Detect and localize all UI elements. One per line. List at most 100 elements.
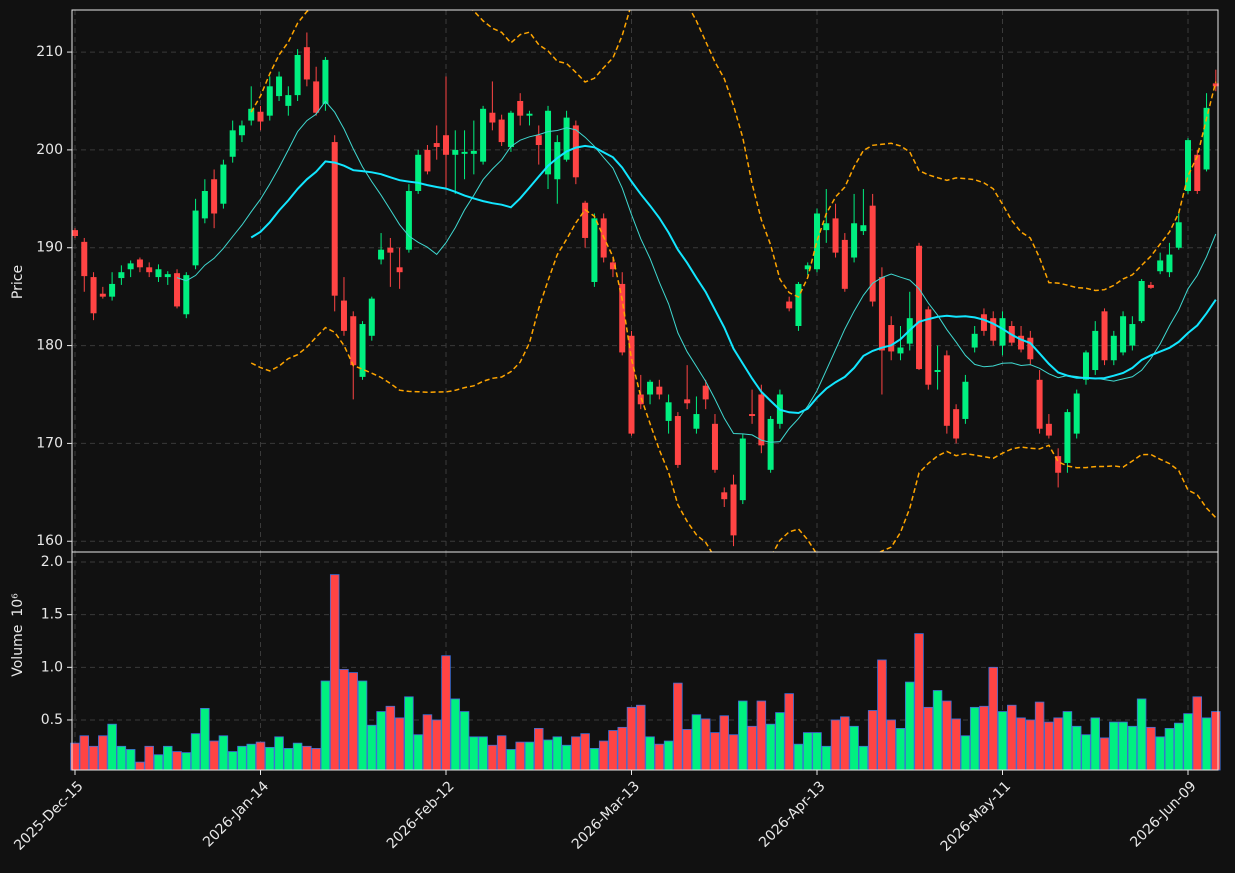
candle-body	[461, 151, 468, 154]
volume-bar	[404, 696, 414, 771]
volume-bar	[487, 744, 498, 771]
candle-body	[934, 370, 941, 372]
volume-bar	[1071, 725, 1082, 771]
volume-bar	[793, 743, 804, 771]
volume-bar	[200, 707, 210, 771]
candle-body	[814, 213, 820, 270]
volume-bar	[1025, 719, 1036, 771]
volume-bar	[450, 698, 461, 771]
volume-bar	[116, 745, 127, 771]
volume-bar	[951, 718, 961, 771]
candle-body	[266, 86, 273, 116]
volume-bar	[700, 718, 711, 771]
y-axis-label: Price	[10, 265, 26, 299]
volume-bar	[107, 723, 117, 771]
volume-bar	[265, 746, 275, 771]
volume-bar	[98, 735, 108, 771]
candle-body	[860, 225, 867, 232]
candle-body	[350, 316, 357, 366]
volume-bar	[710, 732, 720, 771]
volume-bar	[348, 672, 358, 771]
candle-body	[517, 100, 524, 116]
volume-bar	[1201, 717, 1212, 771]
candle-body	[730, 484, 737, 536]
volume-bar	[626, 706, 637, 771]
volume-label: Volume	[10, 625, 26, 677]
volume-bar	[1146, 726, 1156, 771]
volume-bar	[311, 748, 321, 771]
volume-bar	[1192, 696, 1203, 771]
candle-body	[1185, 140, 1191, 191]
candle-body	[869, 205, 876, 302]
volume-bar	[617, 726, 627, 771]
candle-body	[433, 143, 440, 147]
candle-body	[276, 76, 283, 97]
volume-bar	[357, 680, 368, 771]
volume-bar	[227, 751, 238, 771]
y-tick-label: 180	[36, 338, 63, 354]
x-tick-label: 2026-Mar-13	[569, 778, 643, 852]
candle-body	[563, 117, 570, 160]
volume-bar	[1053, 717, 1063, 771]
y-tick-label: 200	[36, 142, 63, 158]
candle-body	[1203, 107, 1210, 170]
candle-body	[127, 263, 134, 270]
volume-bar	[79, 735, 90, 771]
candle-body	[674, 416, 681, 465]
volume-bar	[246, 743, 256, 771]
candle-body	[257, 111, 264, 122]
volume-bar	[524, 741, 535, 771]
volume-bar	[830, 719, 841, 771]
volume-bar	[756, 700, 767, 771]
volume-bar	[1136, 698, 1147, 771]
volume-axis-label: Volume 10⁶	[10, 593, 26, 677]
volume-bar	[283, 748, 294, 771]
volume-bar	[376, 711, 386, 771]
volume-bar	[608, 730, 618, 771]
candle-body	[1018, 335, 1025, 350]
candle-body	[545, 110, 552, 175]
volume-bar	[478, 736, 488, 771]
moving-average	[250, 144, 1217, 415]
volume-bar	[329, 574, 340, 771]
volume-bar	[422, 714, 433, 771]
candle-body	[591, 218, 598, 282]
volume-bar	[747, 725, 757, 771]
candle-body	[331, 142, 338, 296]
candle-body	[396, 267, 403, 273]
volume-bar	[960, 735, 971, 771]
x-tick-label: 2026-Feb-12	[384, 778, 458, 852]
moving-average	[176, 100, 1217, 443]
candle-body	[628, 335, 635, 434]
candle-body	[1101, 311, 1108, 361]
volume-bar	[561, 744, 572, 771]
candle-body	[980, 314, 987, 331]
volume-bar	[598, 740, 609, 771]
volume-bar	[394, 717, 405, 771]
volume-bar	[580, 733, 590, 771]
candle-body	[684, 399, 691, 404]
volume-bar	[932, 690, 943, 771]
volume-bar	[469, 736, 479, 771]
candle-body	[665, 402, 672, 421]
candle-body	[619, 283, 626, 353]
candle-body	[535, 135, 542, 146]
volume-bar	[506, 749, 516, 771]
volume-bar	[431, 719, 442, 771]
volume-bar	[1109, 721, 1119, 771]
x-tick-label: 2026-May-11	[938, 778, 1015, 855]
candle-body	[452, 149, 459, 155]
volume-bar	[255, 741, 266, 771]
y-tick-label: 160	[36, 533, 63, 549]
volume-bar	[905, 681, 915, 771]
volume-bar	[543, 739, 553, 771]
candle-body	[470, 150, 477, 154]
x-tick-label: 2025-Dec-15	[11, 778, 86, 853]
candle-body	[480, 108, 487, 162]
candle-body	[990, 318, 997, 341]
volume-bar	[821, 745, 832, 771]
volume-bar	[728, 734, 739, 771]
candle-body	[916, 245, 923, 370]
volume-bar	[190, 733, 201, 771]
volume-bar	[515, 741, 525, 771]
